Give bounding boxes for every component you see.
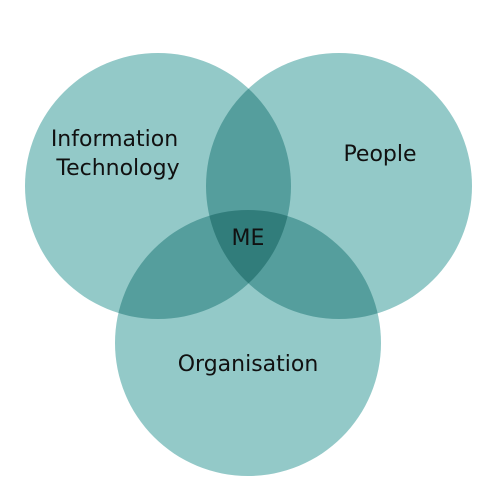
label-information-technology-line-1: Information bbox=[51, 127, 178, 152]
venn-labels: Information Technology People ME Organis… bbox=[51, 127, 417, 377]
label-people: People bbox=[343, 142, 416, 167]
label-information-technology: Information Technology bbox=[51, 127, 185, 181]
label-center-me: ME bbox=[232, 226, 265, 251]
venn-circles bbox=[25, 53, 472, 476]
circle-organisation bbox=[115, 210, 381, 476]
label-organisation: Organisation bbox=[178, 352, 319, 377]
label-information-technology-line-2: Technology bbox=[55, 156, 179, 181]
